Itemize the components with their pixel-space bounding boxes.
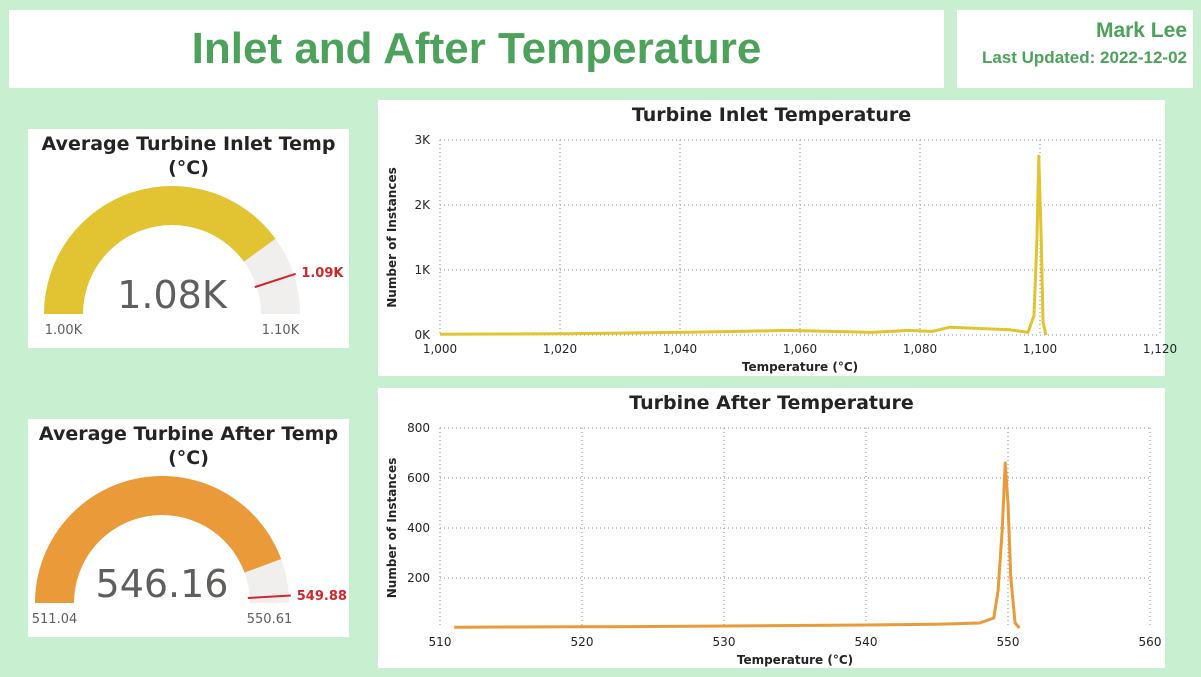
after-line-chart: Turbine After Temperature 200 400 600 800 510… xyxy=(385,392,1162,667)
y-axis-label: Number of Instances xyxy=(385,458,399,598)
gauge-title-line2: (°C) xyxy=(168,157,209,179)
gauge-min-label: 1.00K xyxy=(45,323,83,338)
y-tick-label: 400 xyxy=(407,521,430,535)
after-gauge-card[interactable]: Average Turbine After Temp (°C) 549.88 54… xyxy=(28,419,349,637)
gauge-title-line1: Average Turbine Inlet Temp xyxy=(41,133,336,155)
inlet-gauge: 1.09K 1.08K 1.00K 1.10K xyxy=(44,186,344,338)
x-tick-label: 1,060 xyxy=(783,342,817,356)
x-tick-label: 1,040 xyxy=(663,342,697,356)
y-tick-label: 600 xyxy=(407,471,430,485)
x-tick-label: 1,080 xyxy=(903,342,937,356)
after-gauge: 549.88 546.16 511.04 550.61 xyxy=(32,476,347,627)
x-axis-label: Temperature (°C) xyxy=(742,360,858,374)
gauge-target-marker xyxy=(247,594,291,600)
gauge-max-label: 1.10K xyxy=(262,323,300,338)
x-tick-label: 1,000 xyxy=(423,342,457,356)
gauge-max-label: 550.61 xyxy=(247,612,293,627)
gauge-min-label: 511.04 xyxy=(32,612,78,627)
author-name: Mark Lee xyxy=(1095,19,1187,42)
gauge-target-marker xyxy=(254,272,296,289)
y-tick-label: 2K xyxy=(414,198,431,212)
gauge-fill xyxy=(44,186,276,314)
x-axis-label: Temperature (°C) xyxy=(737,653,853,667)
gauge-target-label: 1.09K xyxy=(301,266,344,281)
page-title: Inlet and After Temperature xyxy=(191,24,762,73)
author-panel: Mark Lee Last Updated: 2022-12-02 xyxy=(957,10,1193,88)
x-tick-label: 1,100 xyxy=(1023,342,1057,356)
after-chart-card[interactable]: Turbine After Temperature 200 400 600 800 510… xyxy=(378,388,1165,668)
title-panel: Inlet and After Temperature xyxy=(9,10,944,88)
x-tick-label: 530 xyxy=(713,635,736,649)
y-tick-label: 800 xyxy=(407,421,430,435)
x-tick-label: 540 xyxy=(855,635,878,649)
gauge-target-label: 549.88 xyxy=(297,589,347,604)
x-tick-label: 510 xyxy=(429,635,452,649)
y-tick-label: 1K xyxy=(414,263,431,277)
y-tick-label: 3K xyxy=(414,133,431,147)
inlet-gauge-card[interactable]: Average Turbine Inlet Temp (°C) 1.09K 1.0… xyxy=(28,129,349,348)
series-line xyxy=(454,461,1021,629)
chart-title: Turbine After Temperature xyxy=(629,392,914,414)
last-updated: Last Updated: 2022-12-02 xyxy=(981,48,1187,67)
y-axis-label: Number of Instances xyxy=(385,167,399,307)
y-tick-label: 200 xyxy=(407,571,430,585)
x-tick-label: 1,120 xyxy=(1143,342,1177,356)
gauge-title: Average Turbine Inlet Temp (°C) xyxy=(28,132,349,180)
x-tick-label: 1,020 xyxy=(543,342,577,356)
x-tick-label: 550 xyxy=(997,635,1020,649)
gauge-title: Average Turbine After Temp (°C) xyxy=(28,422,349,470)
gauge-title-line2: (°C) xyxy=(168,447,209,469)
inlet-chart-card[interactable]: Turbine Inlet Temperature 0K 1K 2K 3K 1,000 1,… xyxy=(378,100,1177,376)
x-tick-label: 520 xyxy=(571,635,594,649)
inlet-line-chart: Turbine Inlet Temperature 0K 1K 2K 3K 1,000 1,… xyxy=(385,104,1177,374)
series-line xyxy=(439,154,1048,336)
chart-title: Turbine Inlet Temperature xyxy=(632,104,911,126)
y-tick-label: 0K xyxy=(414,328,431,342)
gauge-value: 546.16 xyxy=(96,562,229,606)
gauge-fill xyxy=(35,476,282,603)
gauge-value: 1.08K xyxy=(117,273,228,317)
x-tick-label: 560 xyxy=(1139,635,1162,649)
gauge-title-line1: Average Turbine After Temp xyxy=(38,423,339,445)
